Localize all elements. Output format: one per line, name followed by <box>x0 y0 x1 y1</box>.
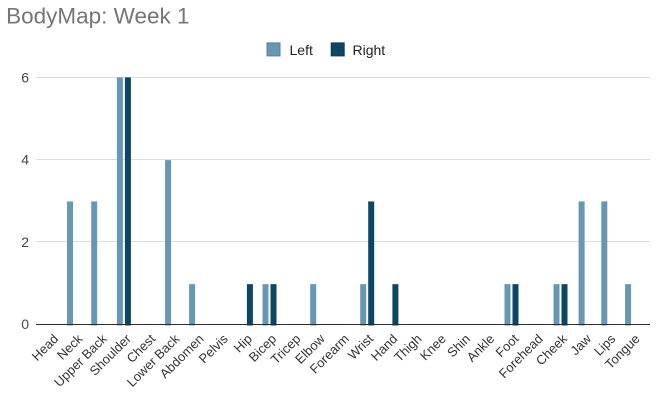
svg-text:6: 6 <box>21 69 29 85</box>
svg-text:0: 0 <box>21 316 29 332</box>
svg-text:Left: Left <box>290 42 313 58</box>
svg-text:4: 4 <box>21 152 29 168</box>
svg-text:Right: Right <box>353 42 386 58</box>
svg-text:2: 2 <box>21 234 29 250</box>
svg-text:BodyMap: Week 1: BodyMap: Week 1 <box>6 4 189 29</box>
